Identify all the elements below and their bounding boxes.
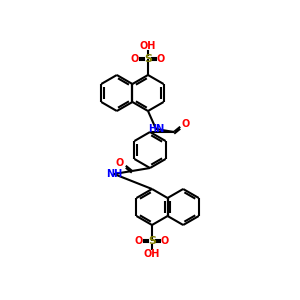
Text: NH: NH xyxy=(106,169,122,179)
Text: O: O xyxy=(131,54,139,64)
Text: OH: OH xyxy=(144,249,160,259)
Text: O: O xyxy=(161,236,169,246)
Text: S: S xyxy=(144,54,152,64)
Text: O: O xyxy=(182,119,190,129)
Text: O: O xyxy=(157,54,165,64)
Text: S: S xyxy=(148,236,156,246)
Text: OH: OH xyxy=(140,41,156,51)
Text: HN: HN xyxy=(148,124,164,134)
Text: O: O xyxy=(116,158,124,168)
Text: O: O xyxy=(135,236,143,246)
